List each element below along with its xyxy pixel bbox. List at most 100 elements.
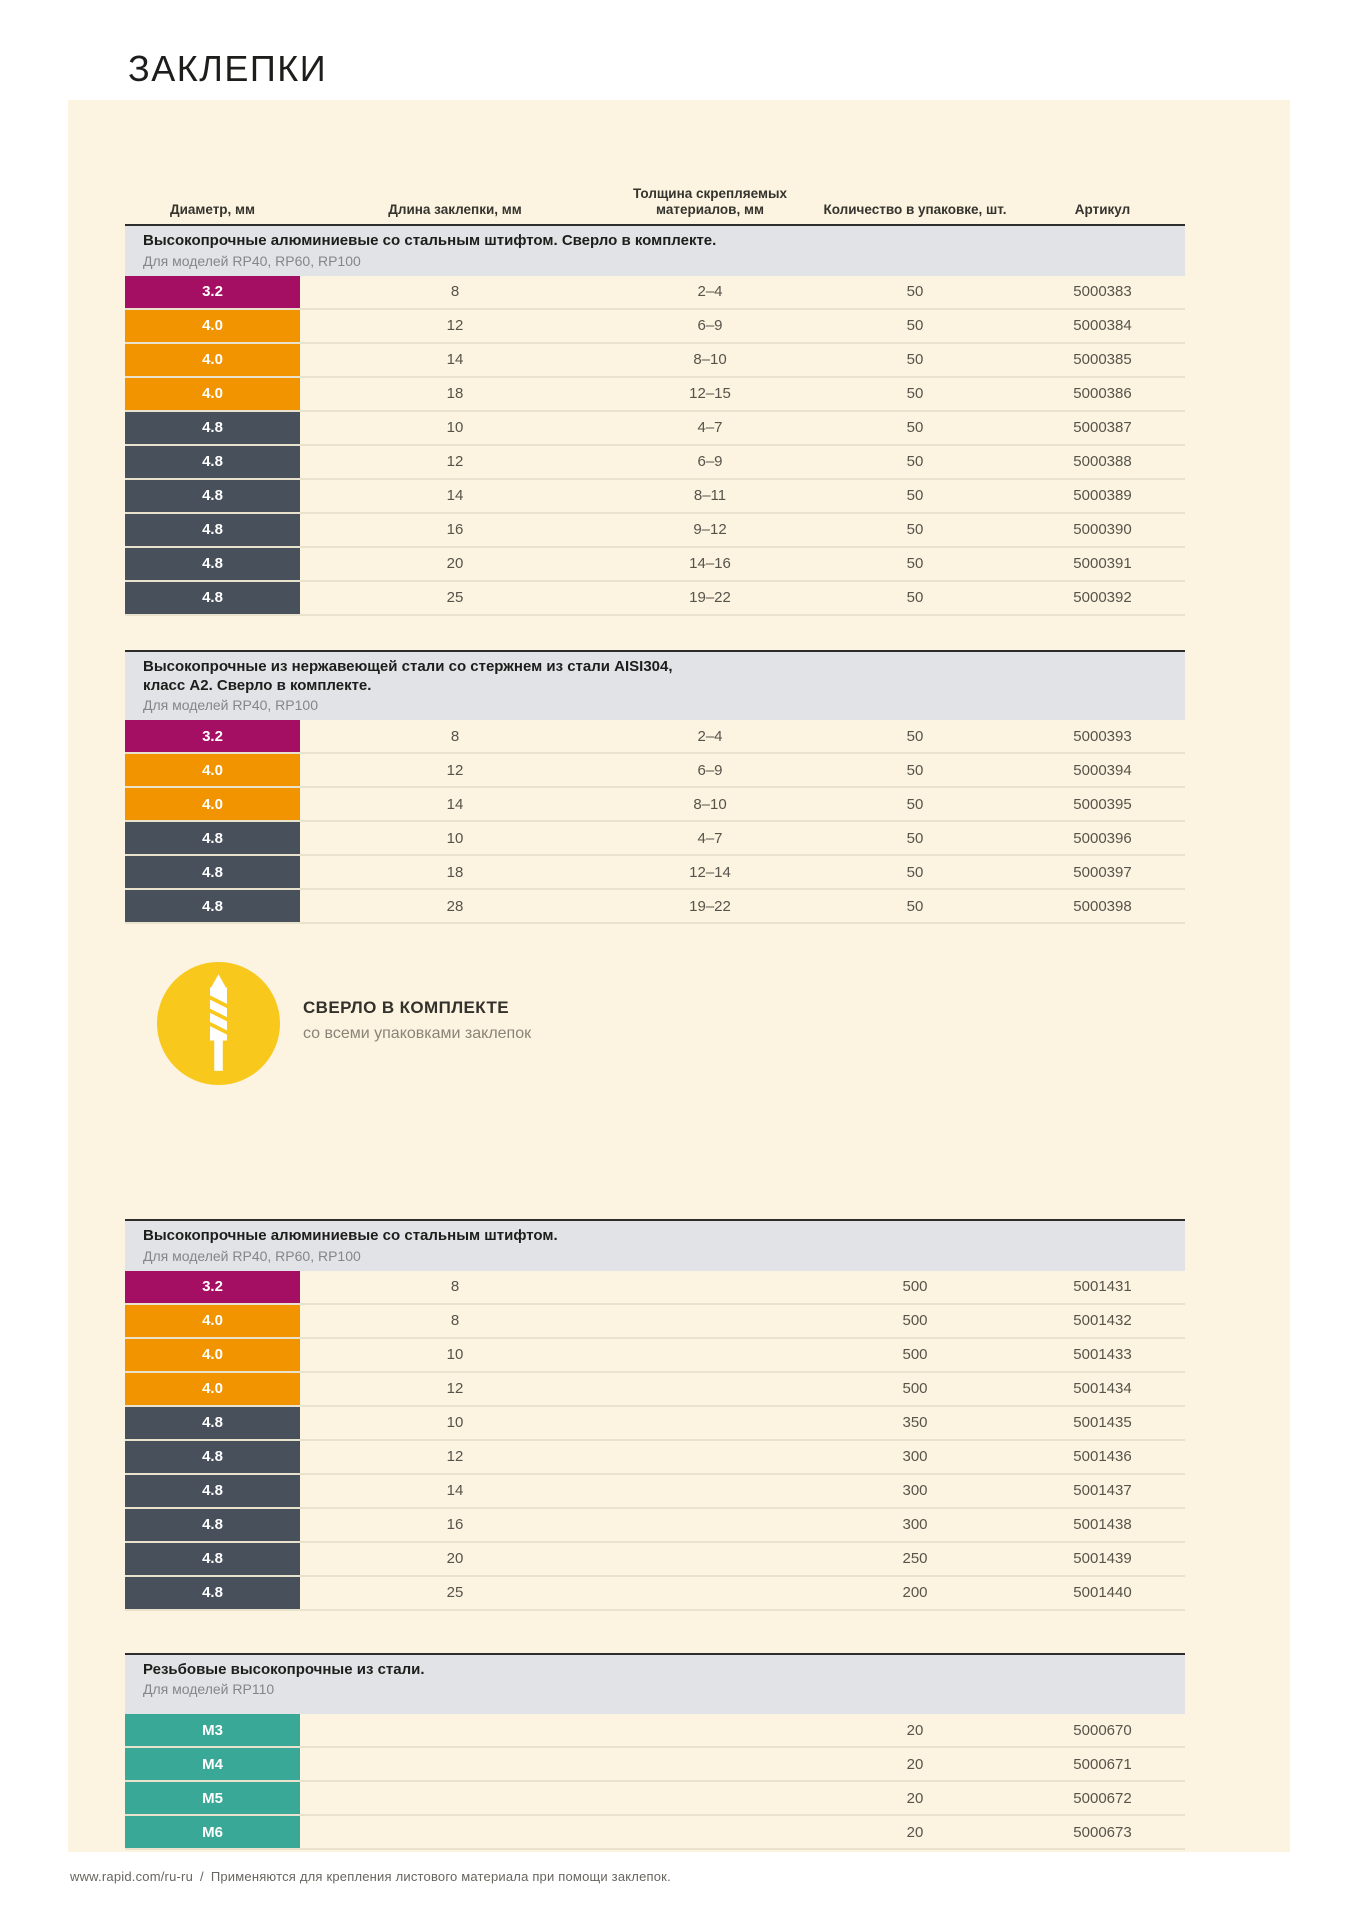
content-panel: Диаметр, мм Длина заклепки, мм Толщина с… xyxy=(68,100,1290,1852)
table-row: 4.8 10 4–7 50 5000387 xyxy=(125,411,1185,446)
table-row: 4.8 25 200 5001440 xyxy=(125,1576,1185,1611)
quantity-cell: 350 xyxy=(902,1414,928,1432)
quantity-cell: 50 xyxy=(906,351,924,369)
diameter-cell: 4.0 xyxy=(125,343,300,376)
length-cell: 12 xyxy=(446,453,464,471)
diameter-cell: 3.2 xyxy=(125,720,300,753)
table-row: 4.8 12 300 5001436 xyxy=(125,1440,1185,1475)
diameter-cell: 3.2 xyxy=(125,275,300,308)
section-header: Высокопрочные алюминиевые со стальным шт… xyxy=(125,1221,1185,1271)
article-cell: 5001433 xyxy=(1073,1346,1132,1364)
article-cell: 5000673 xyxy=(1073,1823,1132,1841)
thickness-cell xyxy=(610,1373,810,1405)
article-cell: 5001438 xyxy=(1073,1516,1132,1534)
thickness-cell: 12–14 xyxy=(689,863,731,881)
diameter-cell: 4.8 xyxy=(125,513,300,546)
table-row: 4.0 14 8–10 50 5000385 xyxy=(125,343,1185,378)
diameter-cell: 4.8 xyxy=(125,581,300,614)
article-cell: 5001439 xyxy=(1073,1550,1132,1568)
length-cell: 25 xyxy=(446,1584,464,1602)
section-subtitle: Для моделей RP110 xyxy=(143,1680,275,1697)
article-cell: 5001434 xyxy=(1073,1380,1132,1398)
table-row: M4 20 5000671 xyxy=(125,1748,1185,1783)
table-row: 4.8 10 4–7 50 5000396 xyxy=(125,822,1185,857)
thickness-cell xyxy=(610,1509,810,1541)
drill-bit-icon xyxy=(157,961,280,1085)
article-cell: 5001440 xyxy=(1073,1584,1132,1602)
length-cell: 18 xyxy=(446,385,464,403)
article-cell: 5000384 xyxy=(1073,317,1132,335)
thickness-cell: 4–7 xyxy=(697,829,723,847)
table-row: 4.8 20 14–16 50 5000391 xyxy=(125,547,1185,582)
article-cell: 5001435 xyxy=(1073,1414,1132,1432)
callout-title: СВЕРЛО В КОМПЛЕКТЕ xyxy=(303,997,510,1017)
article-cell: 5000670 xyxy=(1073,1721,1132,1739)
diameter-cell: 4.8 xyxy=(125,547,300,580)
thickness-cell: 6–9 xyxy=(697,453,723,471)
rivet-table-section: Резьбовые высокопрочные из стали. Для мод… xyxy=(125,1652,1185,1851)
section-title: Высокопрочные из нержавеющей стали со ст… xyxy=(143,657,673,694)
table-row: 3.2 8 2–4 50 5000383 xyxy=(125,275,1185,310)
length-cell: 16 xyxy=(446,521,464,539)
section-subtitle: Для моделей RP40, RP60, RP100 xyxy=(143,1247,361,1264)
length-cell: 20 xyxy=(446,555,464,573)
article-cell: 5000391 xyxy=(1073,555,1132,573)
page-footer: www.rapid.com/ru-ru / Применяются для креп… xyxy=(70,1869,671,1884)
quantity-cell: 20 xyxy=(906,1721,924,1739)
column-header-length: Длина заклепки, мм xyxy=(388,202,522,218)
table-row: 4.8 18 12–14 50 5000397 xyxy=(125,856,1185,891)
section-title: Высокопрочные алюминиевые со стальным шт… xyxy=(143,1227,558,1245)
quantity-cell: 50 xyxy=(906,385,924,403)
thickness-cell: 8–10 xyxy=(693,351,727,369)
section-header: Высокопрочные из нержавеющей стали со ст… xyxy=(125,651,1185,721)
length-cell: 14 xyxy=(446,795,464,813)
table-row: 4.8 16 9–12 50 5000390 xyxy=(125,513,1185,548)
table-row: 4.0 12 6–9 50 5000394 xyxy=(125,754,1185,789)
table-row: 4.0 10 500 5001433 xyxy=(125,1338,1185,1373)
quantity-cell: 50 xyxy=(906,589,924,607)
article-cell: 5000389 xyxy=(1073,487,1132,505)
thickness-cell xyxy=(610,1748,810,1780)
footer-note: Применяются для крепления листового мате… xyxy=(210,1869,671,1884)
thickness-cell: 14–16 xyxy=(689,555,731,573)
diameter-cell: 3.2 xyxy=(125,1270,300,1303)
length-cell xyxy=(300,1748,610,1780)
thickness-cell xyxy=(610,1271,810,1303)
length-cell xyxy=(300,1816,610,1848)
length-cell: 25 xyxy=(446,589,464,607)
diameter-cell: 4.0 xyxy=(125,788,300,821)
quantity-cell: 50 xyxy=(906,829,924,847)
diameter-cell: 4.8 xyxy=(125,1542,300,1575)
quantity-cell: 20 xyxy=(906,1823,924,1841)
table-row: 4.8 25 19–22 50 5000392 xyxy=(125,581,1185,616)
quantity-cell: 200 xyxy=(902,1584,928,1602)
thickness-cell xyxy=(610,1782,810,1814)
table-row: 4.8 28 19–22 50 5000398 xyxy=(125,890,1185,925)
diameter-cell: 4.8 xyxy=(125,479,300,512)
quantity-cell: 50 xyxy=(906,487,924,505)
thickness-cell xyxy=(610,1816,810,1848)
diameter-cell: 4.0 xyxy=(125,377,300,410)
article-cell: 5001432 xyxy=(1073,1312,1132,1330)
column-header-thickness: Толщина скрепляемых материалов, мм xyxy=(633,186,787,218)
thickness-cell xyxy=(610,1577,810,1609)
tables-content: Диаметр, мм Длина заклепки, мм Толщина с… xyxy=(125,100,1185,1851)
article-cell: 5000672 xyxy=(1073,1789,1132,1807)
diameter-cell: 4.0 xyxy=(125,754,300,787)
thickness-cell xyxy=(610,1543,810,1575)
table-column-headers: Диаметр, мм Длина заклепки, мм Толщина с… xyxy=(125,100,1185,224)
diameter-cell: 4.8 xyxy=(125,445,300,478)
callout-subtitle: со всеми упаковками заклепок xyxy=(303,1024,532,1042)
section-title: Высокопрочные алюминиевые со стальным шт… xyxy=(143,232,717,250)
diameter-cell: 4.8 xyxy=(125,822,300,855)
thickness-cell: 2–4 xyxy=(697,283,723,301)
thickness-cell: 12–15 xyxy=(689,385,731,403)
column-header-article: Артикул xyxy=(1074,202,1131,218)
diameter-cell: 4.8 xyxy=(125,1406,300,1439)
table-row: 4.8 14 8–11 50 5000389 xyxy=(125,479,1185,514)
quantity-cell: 50 xyxy=(906,453,924,471)
diameter-cell: 4.0 xyxy=(125,309,300,342)
article-cell: 5000388 xyxy=(1073,453,1132,471)
thickness-cell xyxy=(610,1305,810,1337)
table-row: 4.8 12 6–9 50 5000388 xyxy=(125,445,1185,480)
